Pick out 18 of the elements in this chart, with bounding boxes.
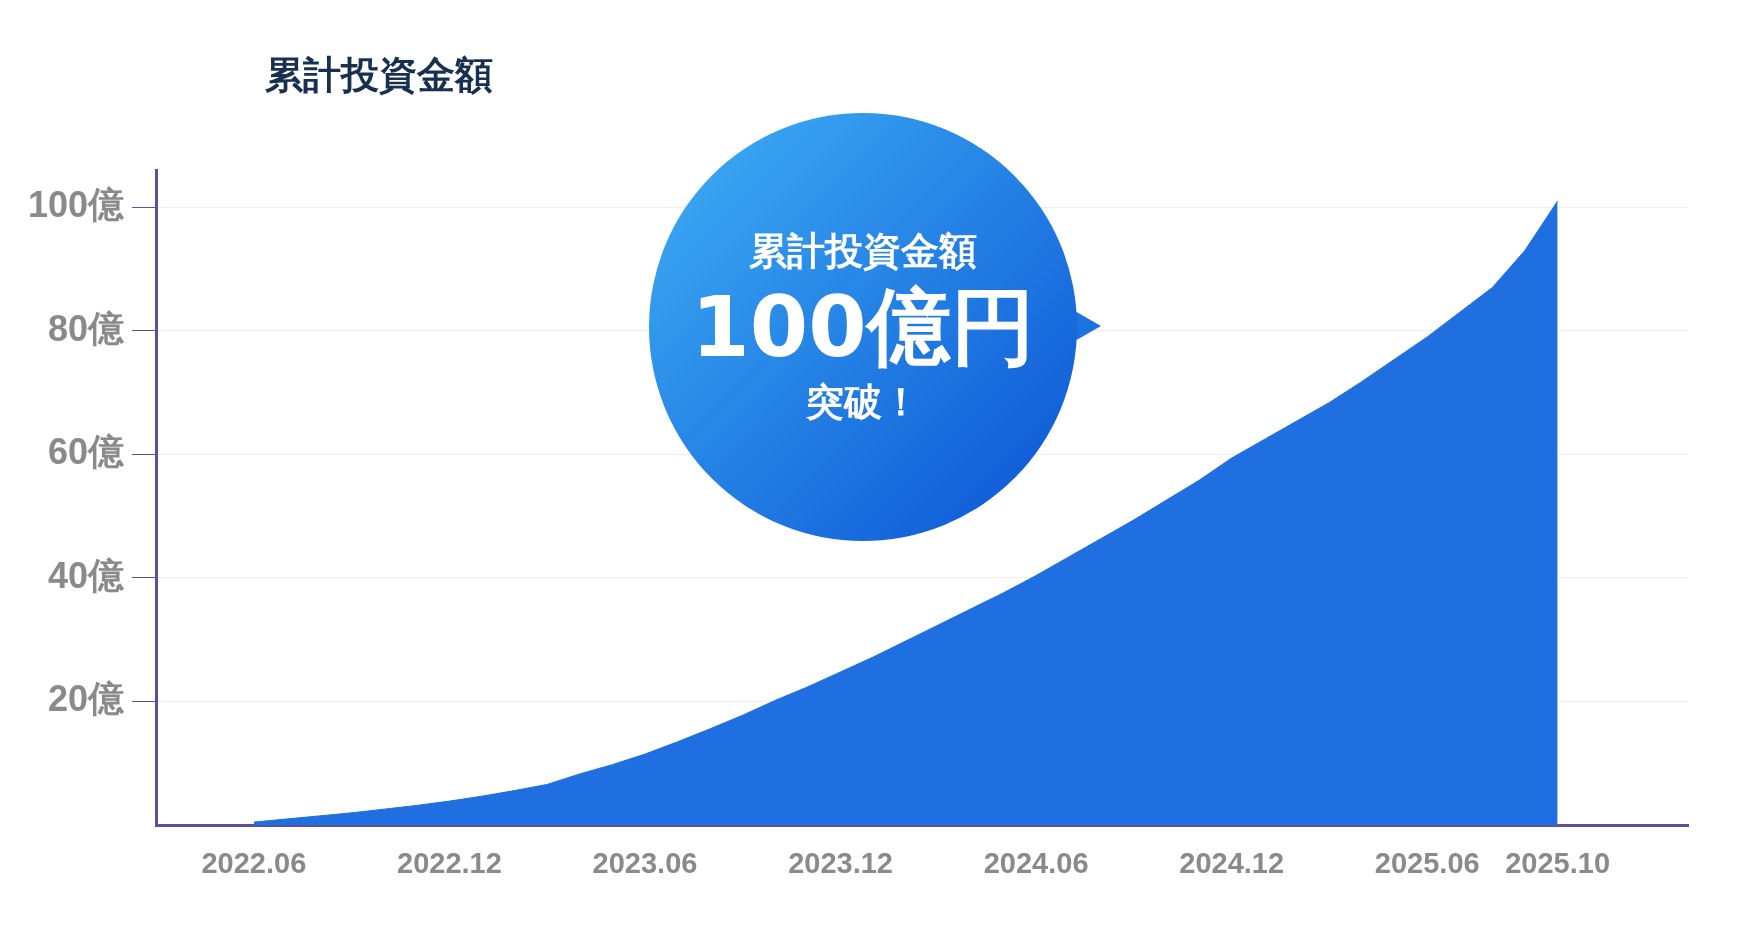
chart-title: 累計投資金額 (265, 52, 493, 99)
x-tick-label: 2024.06 (983, 846, 1089, 879)
x-tick-label: 2022.06 (201, 846, 307, 879)
x-tick-label: 2025.06 (1374, 846, 1480, 879)
y-tick-label: 60億 (48, 431, 126, 473)
y-tick-label: 20億 (48, 678, 126, 720)
x-tick-label: 2023.12 (788, 846, 893, 879)
y-tick-label: 40億 (48, 554, 126, 596)
annotation: 100億円 (691, 276, 1035, 378)
y-tick-label: 80億 (48, 307, 126, 349)
annotation: 突破！ (806, 379, 920, 427)
x-tick-label: 2023.06 (592, 846, 698, 879)
annotation: 累計投資金額 (749, 227, 977, 275)
x-tick-label: 2022.12 (397, 846, 502, 879)
speech-bubble: 累計投資金額 100億円 突破！ (649, 113, 1077, 541)
x-tick-label: 2025.10 (1505, 846, 1611, 879)
y-tick-label: 100億 (27, 184, 126, 226)
x-tick-label: 2024.12 (1179, 846, 1285, 879)
